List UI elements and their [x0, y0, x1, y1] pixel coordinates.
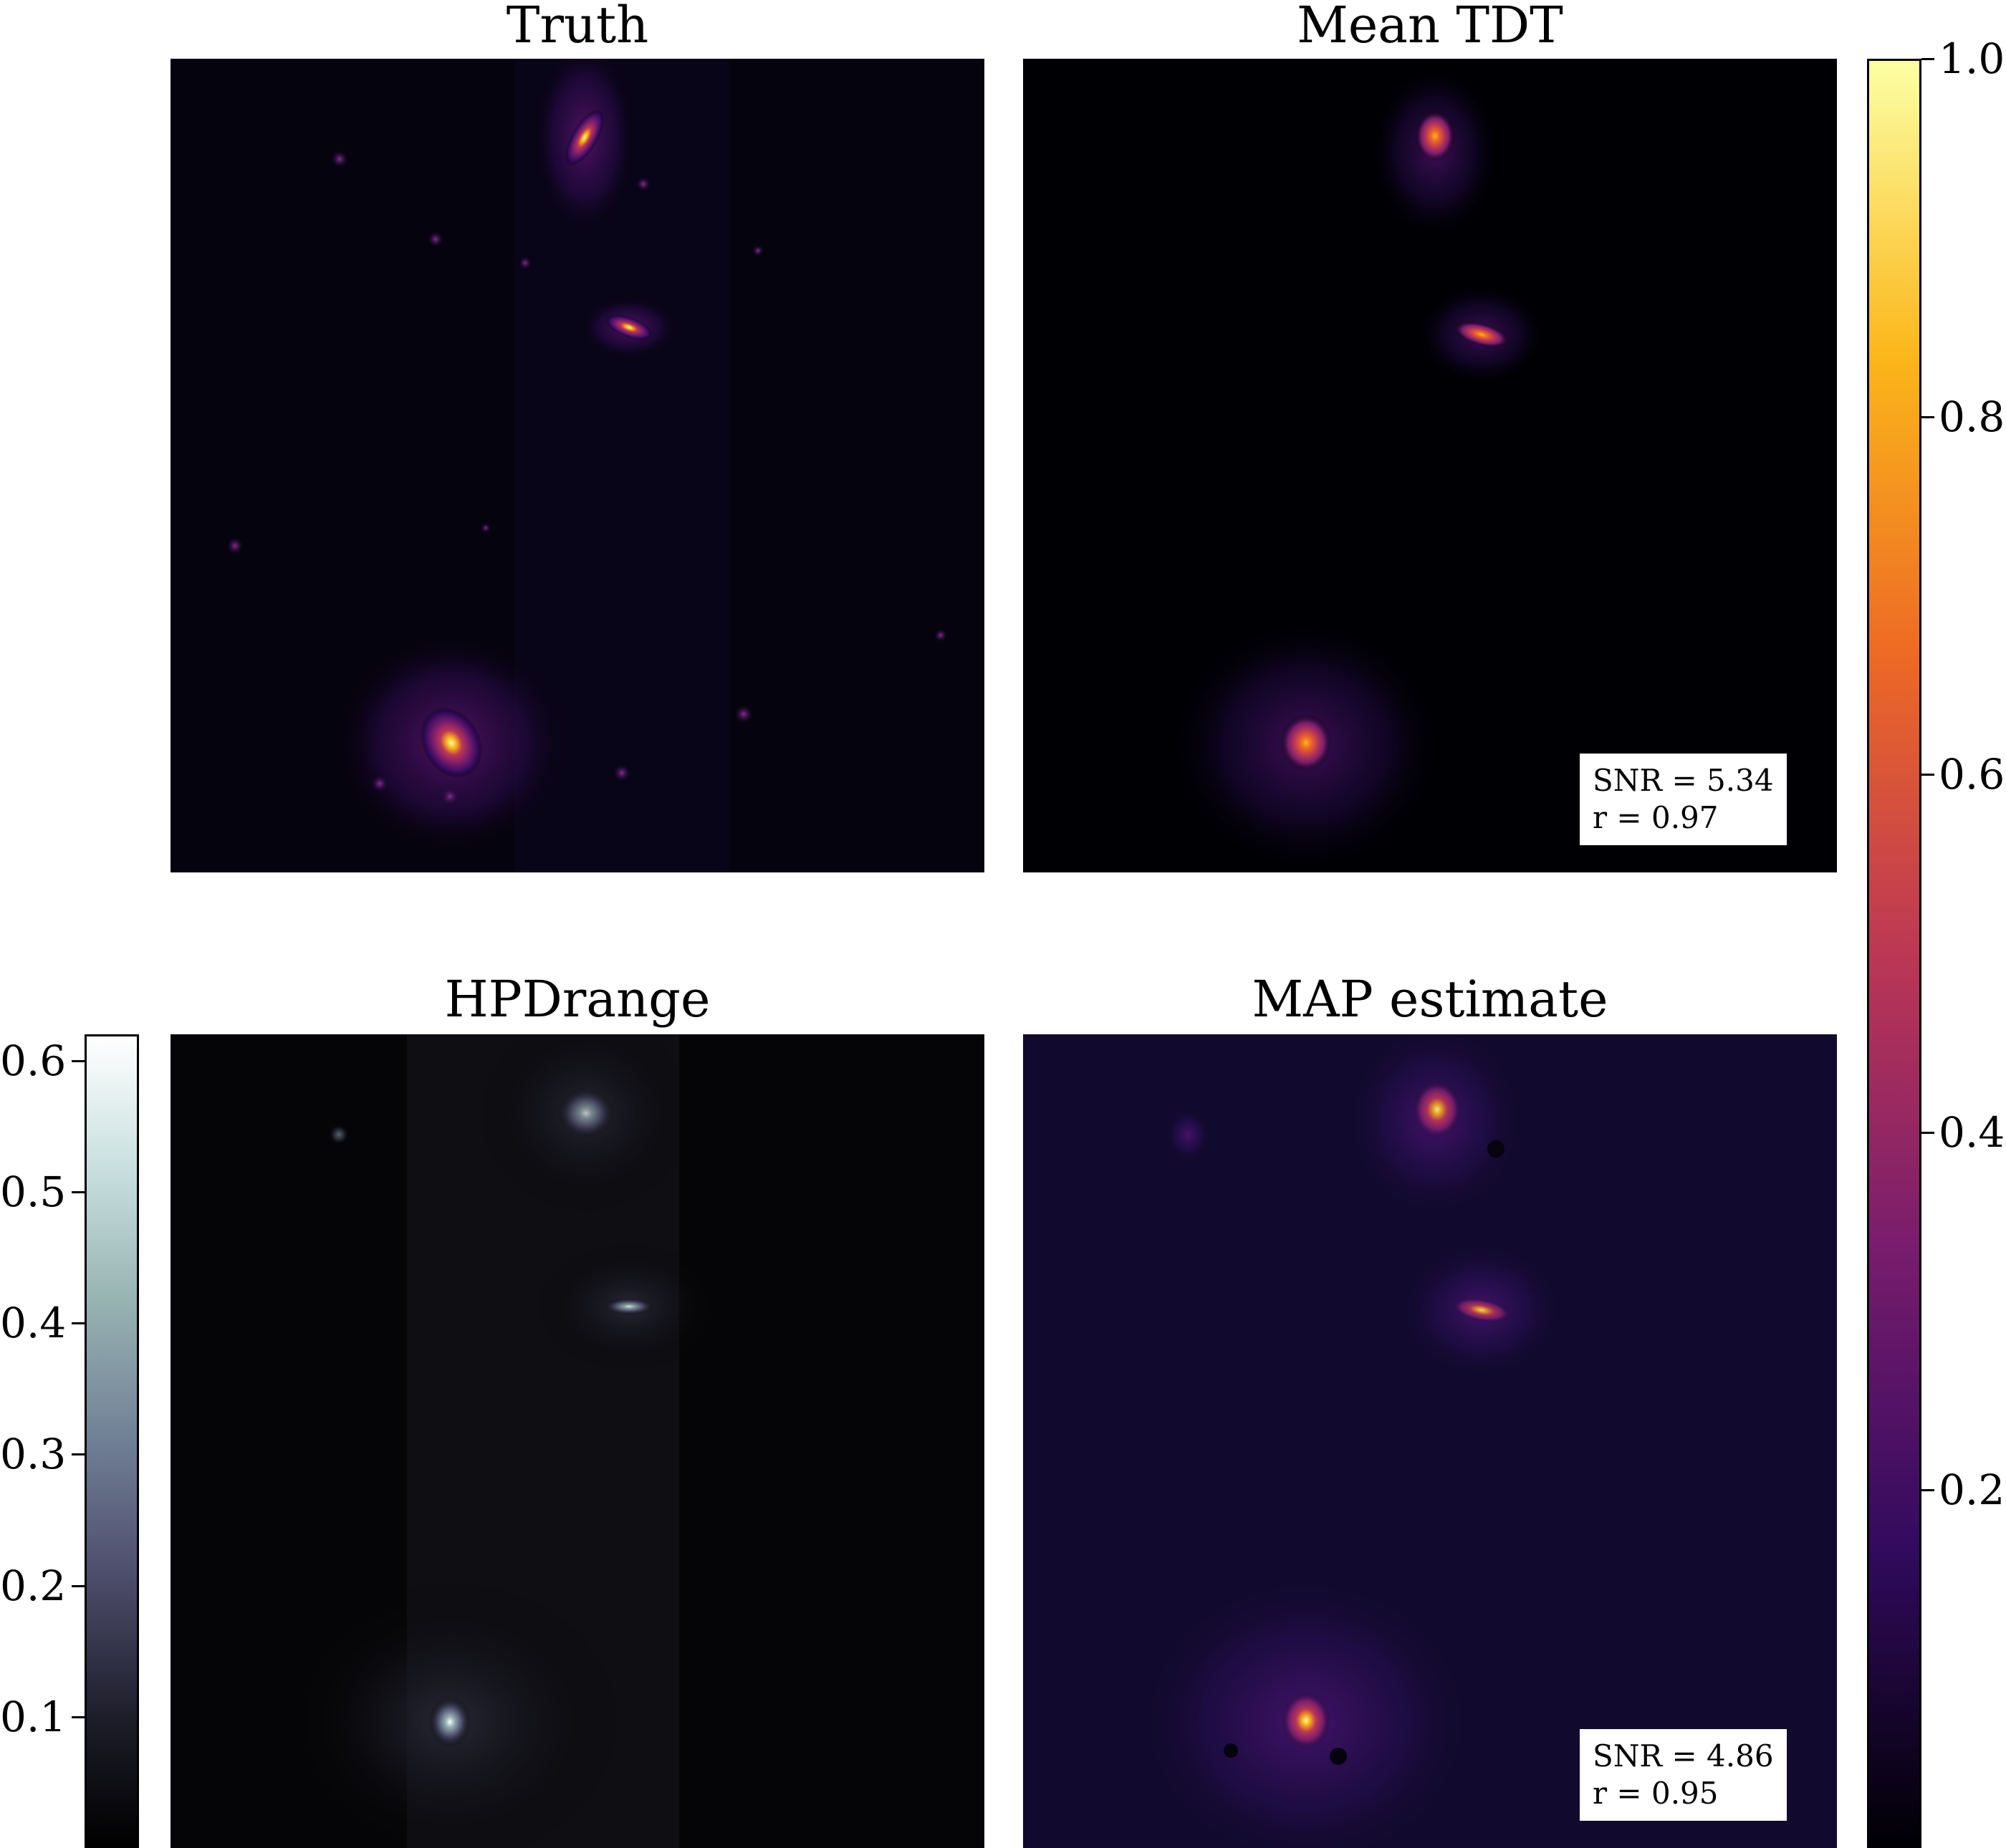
hpd-heatmap: [171, 1034, 984, 1848]
map-heatmap-image: [1023, 1034, 1837, 1848]
hpd-cbar-tick: [72, 1190, 85, 1193]
truth-title: Truth: [506, 0, 649, 54]
hpd-cbar-tick: [72, 1715, 85, 1718]
mean-tdt-title: Mean TDT: [1297, 0, 1563, 54]
main-cbar-tick: [1921, 1131, 1934, 1134]
main-colorbar: [1867, 59, 1921, 1848]
main-cbar-tick: [1921, 58, 1934, 60]
hpd-title: HPDrange: [444, 970, 711, 1029]
hpd-cbar-tick: [72, 1322, 85, 1325]
hpd-cbar-tick-label: 0.5: [0, 1167, 67, 1216]
hpd-cbar-tick: [72, 1059, 85, 1062]
map-heatmap: [1023, 1034, 1837, 1848]
mean-tdt-r: r = 0.97: [1593, 800, 1719, 835]
hpd-cbar-tick-label: 0.1: [0, 1692, 67, 1741]
map-r: r = 0.95: [1593, 1776, 1719, 1811]
mean-tdt-heatmap-image: [1023, 59, 1837, 872]
main-cbar-tick-label: 0.6: [1939, 750, 2005, 799]
hpd-colorbar: [85, 1034, 139, 1848]
mean-tdt-heatmap: [1023, 59, 1837, 872]
map-stats: SNR = 4.86 r = 0.95: [1580, 1729, 1787, 1821]
mean-tdt-stats: SNR = 5.34 r = 0.97: [1580, 754, 1787, 845]
main-cbar-tick: [1921, 774, 1934, 776]
main-cbar-tick-label: 0.4: [1939, 1107, 2005, 1157]
main-cbar-tick: [1921, 415, 1934, 418]
mean-tdt-snr: SNR = 5.34: [1593, 763, 1774, 798]
main-cbar-tick: [1921, 1489, 1934, 1492]
main-cbar-tick-label: 0.2: [1939, 1466, 2005, 1515]
truth-heatmap-image: [171, 59, 984, 872]
hpd-cbar-tick-label: 0.4: [0, 1299, 67, 1348]
main-cbar-tick-label: 1.0: [1939, 34, 2005, 83]
hpd-cbar-tick-label: 0.2: [0, 1561, 67, 1610]
hpd-cbar-tick-label: 0.3: [0, 1430, 67, 1479]
hpd-cbar-tick: [72, 1584, 85, 1587]
hpd-heatmap-image: [171, 1034, 984, 1848]
map-title: MAP estimate: [1252, 970, 1608, 1029]
map-snr: SNR = 4.86: [1593, 1738, 1774, 1774]
main-cbar-tick-label: 0.8: [1939, 392, 2005, 441]
truth-heatmap: [171, 59, 984, 872]
hpd-cbar-tick: [72, 1453, 85, 1456]
hpd-cbar-tick-label: 0.6: [0, 1036, 67, 1085]
